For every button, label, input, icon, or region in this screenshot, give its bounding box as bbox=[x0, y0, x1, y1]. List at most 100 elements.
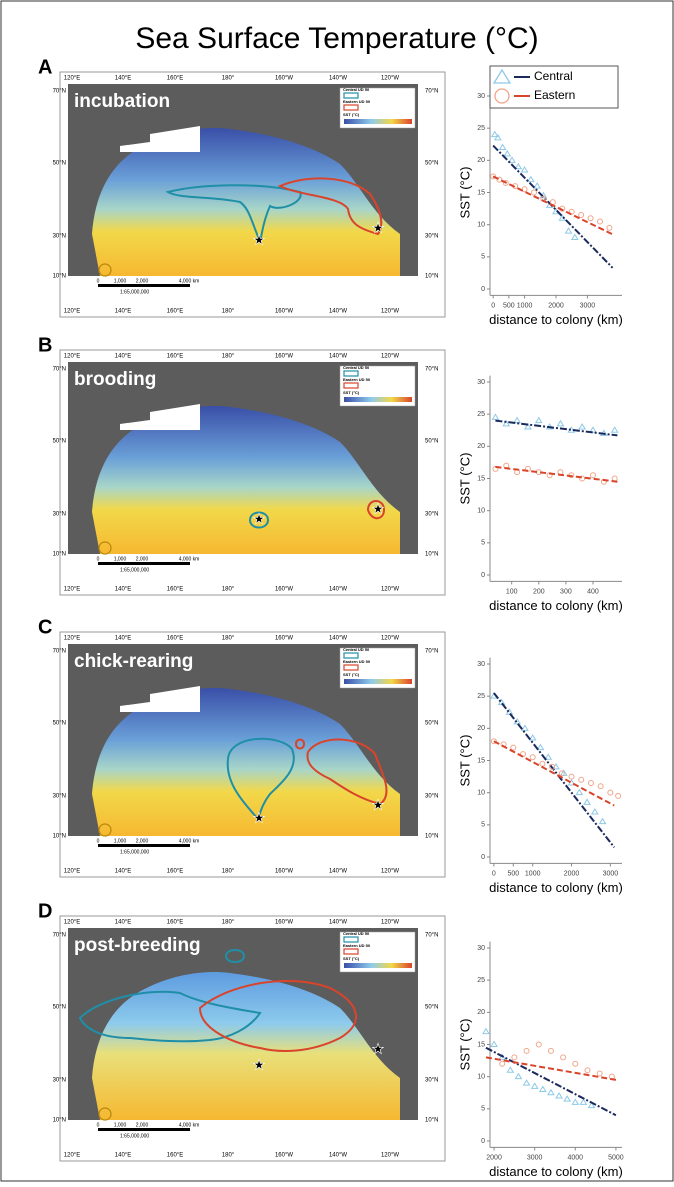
trend-line bbox=[492, 175, 614, 236]
point bbox=[583, 798, 591, 805]
lon-label: 120°W bbox=[381, 920, 399, 926]
lon-label: 160°E bbox=[167, 309, 183, 315]
lat-label: 70°N bbox=[425, 367, 438, 373]
stage-label: post-breeding bbox=[74, 935, 201, 956]
lon-label: 160°W bbox=[275, 636, 293, 642]
point bbox=[535, 1041, 542, 1048]
colony-star: ★ bbox=[253, 232, 266, 248]
lon-label: 120°E bbox=[64, 587, 80, 593]
lat-label: 10°N bbox=[425, 274, 438, 280]
point bbox=[491, 413, 500, 420]
colony-star: ★ bbox=[253, 810, 266, 826]
ocean bbox=[92, 688, 400, 836]
lat-label: 50°N bbox=[53, 721, 66, 727]
ud50-contour bbox=[224, 949, 246, 963]
point bbox=[524, 423, 532, 430]
lat-label: 70°N bbox=[53, 933, 66, 939]
lon-label: 140°E bbox=[115, 587, 131, 593]
map-legend-swatch bbox=[343, 652, 359, 659]
map-legend-label: Eastern UD 50 bbox=[343, 659, 371, 664]
ud50-contour bbox=[198, 979, 357, 1052]
point bbox=[606, 224, 613, 231]
point bbox=[490, 130, 499, 138]
scale-label: 0 bbox=[97, 556, 100, 562]
y-tick-label: 15 bbox=[477, 757, 485, 764]
y-tick-label: 15 bbox=[477, 189, 485, 196]
point bbox=[490, 738, 497, 745]
point bbox=[589, 472, 596, 479]
map-legend-swatch bbox=[343, 664, 359, 671]
scale-ratio: 1:65,000,000 bbox=[120, 849, 149, 855]
point bbox=[521, 186, 528, 193]
scale-bar bbox=[98, 284, 190, 287]
y-tick-label: 5 bbox=[481, 540, 485, 547]
y-axis-label: SST (°C) bbox=[457, 167, 472, 219]
lon-label: 180° bbox=[222, 76, 235, 82]
point bbox=[498, 143, 507, 150]
map-legend-label: Central UD 50 bbox=[343, 87, 370, 92]
lat-label: 50°N bbox=[425, 161, 438, 167]
point bbox=[556, 419, 565, 427]
point bbox=[578, 212, 585, 219]
compass bbox=[98, 541, 112, 555]
y-tick-label: 30 bbox=[477, 93, 485, 100]
point bbox=[506, 1066, 515, 1073]
map-legend-label: Central UD 50 bbox=[343, 931, 370, 936]
scale-label: km bbox=[193, 556, 200, 562]
x-axis-label: distance to colony (km) bbox=[489, 880, 623, 895]
lon-label: 160°W bbox=[275, 309, 293, 315]
point bbox=[523, 1047, 530, 1054]
lon-label: 180° bbox=[222, 354, 235, 360]
x-tick-label: 0 bbox=[491, 302, 495, 309]
stage-label: brooding bbox=[74, 369, 156, 390]
x-tick-label: 100 bbox=[506, 588, 518, 595]
ud50-contour bbox=[366, 500, 386, 520]
point bbox=[587, 1101, 596, 1109]
legend-marker bbox=[492, 68, 512, 84]
ud50-contour bbox=[78, 990, 262, 1043]
lon-label: 140°E bbox=[115, 636, 131, 642]
lat-label: 30°N bbox=[53, 234, 66, 240]
lat-label: 30°N bbox=[425, 234, 438, 240]
trend-line bbox=[493, 692, 616, 848]
lon-label: 140°E bbox=[115, 920, 131, 926]
map-legend-label: Central UD 50 bbox=[343, 647, 370, 652]
lon-label: 140°E bbox=[115, 1153, 131, 1159]
lon-label: 180° bbox=[222, 587, 235, 593]
lon-label: 180° bbox=[222, 920, 235, 926]
scale-ratio: 1:65,000,000 bbox=[120, 1133, 149, 1139]
lon-label: 120°E bbox=[64, 1153, 80, 1159]
colony-star: ★ bbox=[372, 220, 385, 236]
point bbox=[490, 1040, 498, 1047]
point bbox=[572, 1060, 579, 1067]
point bbox=[563, 1095, 572, 1102]
lat-label: 10°N bbox=[53, 552, 66, 558]
compass bbox=[98, 1107, 112, 1121]
point bbox=[529, 754, 536, 761]
point bbox=[615, 792, 622, 799]
x-axis-label: distance to colony (km) bbox=[489, 312, 623, 327]
lat-label: 70°N bbox=[53, 649, 66, 655]
map-legend-swatch bbox=[343, 104, 359, 111]
point bbox=[590, 807, 599, 815]
lon-label: 160°W bbox=[275, 1153, 293, 1159]
lat-label: 30°N bbox=[425, 512, 438, 518]
lon-label: 140°W bbox=[329, 309, 347, 315]
point bbox=[587, 780, 594, 787]
legend-label: Eastern bbox=[534, 88, 575, 102]
point bbox=[564, 227, 573, 234]
point bbox=[514, 1072, 523, 1080]
x-tick-label: 2000 bbox=[564, 870, 580, 877]
point bbox=[539, 760, 546, 767]
y-tick-label: 0 bbox=[481, 1138, 485, 1145]
map-legend-label: Eastern UD 50 bbox=[343, 99, 371, 104]
legend-label: Central bbox=[534, 69, 573, 83]
map-panel: A ★ ★ incubation 120°E 120°E 140°E 140°E 160°E 16… bbox=[38, 56, 446, 318]
colorbar bbox=[344, 963, 412, 968]
x-tick-label: 1000 bbox=[517, 302, 533, 309]
lon-label: 180° bbox=[222, 1153, 235, 1159]
scale-label: 0 bbox=[97, 278, 100, 284]
lon-label: 160°E bbox=[167, 76, 183, 82]
point bbox=[492, 465, 499, 472]
lat-label: 70°N bbox=[53, 367, 66, 373]
